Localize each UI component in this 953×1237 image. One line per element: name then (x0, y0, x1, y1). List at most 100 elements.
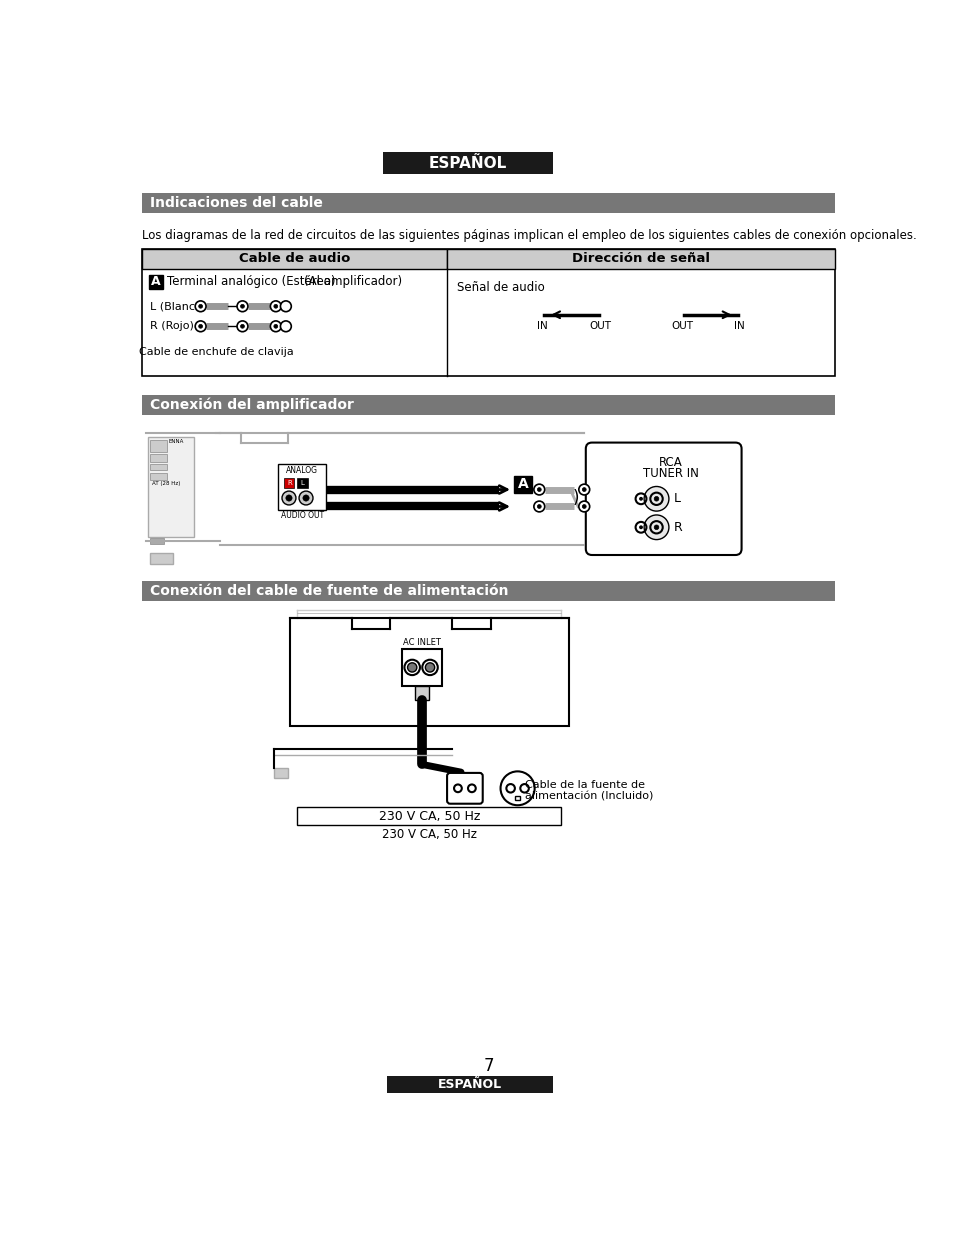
Bar (284, 477, 294, 489)
Text: IN: IN (734, 320, 744, 330)
Circle shape (240, 304, 244, 308)
Circle shape (282, 491, 295, 505)
Circle shape (506, 784, 515, 793)
Circle shape (280, 320, 291, 332)
Text: OUT: OUT (589, 320, 611, 330)
Circle shape (537, 487, 540, 491)
Text: L: L (300, 480, 304, 486)
Bar (142, 249, 447, 268)
Text: AT (28 Hz): AT (28 Hz) (152, 481, 180, 486)
Text: R: R (673, 521, 681, 534)
Bar (297, 477, 307, 489)
Text: IN: IN (537, 320, 548, 330)
Circle shape (407, 663, 416, 672)
Circle shape (654, 496, 659, 501)
Bar (278, 464, 326, 511)
Bar (402, 649, 442, 685)
Bar (150, 553, 173, 564)
Circle shape (537, 505, 540, 508)
Text: TUNER IN: TUNER IN (642, 466, 698, 480)
Text: AUDIO OUT: AUDIO OUT (280, 511, 323, 521)
Bar (274, 768, 288, 778)
Bar (150, 439, 167, 452)
Bar (382, 152, 553, 174)
Bar (142, 249, 835, 376)
Circle shape (195, 301, 206, 312)
Circle shape (639, 497, 642, 501)
Circle shape (274, 304, 277, 308)
Text: (Al amplificador): (Al amplificador) (303, 275, 401, 288)
Text: ANALOG: ANALOG (286, 466, 317, 475)
Text: Cable de audio: Cable de audio (239, 252, 351, 265)
Circle shape (643, 515, 668, 539)
Circle shape (422, 659, 437, 675)
Circle shape (534, 484, 544, 495)
Bar (515, 797, 519, 800)
Circle shape (195, 320, 206, 332)
Text: Cable de enchufe de clavija: Cable de enchufe de clavija (138, 346, 294, 356)
Circle shape (270, 320, 281, 332)
Text: OUT: OUT (671, 320, 693, 330)
Circle shape (198, 324, 202, 328)
Text: L (Blanco): L (Blanco) (150, 302, 206, 312)
Circle shape (639, 526, 642, 529)
Bar (290, 618, 568, 726)
Text: ENNA: ENNA (168, 439, 183, 444)
Circle shape (404, 659, 419, 675)
Circle shape (454, 784, 461, 792)
Bar (150, 473, 167, 480)
Text: AC INLET: AC INLET (403, 638, 440, 647)
Text: Indicaciones del cable: Indicaciones del cable (150, 197, 323, 210)
Text: Señal de audio: Señal de audio (456, 281, 544, 293)
Text: Dirección de señal: Dirección de señal (572, 252, 710, 265)
Bar (150, 538, 164, 544)
Bar (297, 807, 560, 825)
Bar (150, 454, 167, 461)
Circle shape (236, 301, 248, 312)
Text: 230 V CA, 50 Hz: 230 V CA, 50 Hz (381, 828, 476, 841)
Bar (142, 193, 835, 213)
Text: A: A (517, 477, 528, 491)
Text: ): ) (572, 489, 578, 507)
Circle shape (425, 663, 435, 672)
Bar (150, 464, 167, 470)
Bar (447, 249, 835, 268)
Circle shape (303, 495, 309, 501)
Circle shape (643, 486, 668, 511)
Circle shape (270, 301, 281, 312)
Circle shape (236, 320, 248, 332)
Circle shape (500, 772, 534, 805)
Text: R: R (287, 480, 292, 486)
Text: Los diagramas de la red de circuitos de las siguientes páginas implican el emple: Los diagramas de la red de circuitos de … (142, 229, 916, 242)
Circle shape (519, 784, 528, 793)
Text: Conexión del cable de fuente de alimentación: Conexión del cable de fuente de alimenta… (150, 584, 508, 599)
Text: Cable de la fuente de
alimentación (Incluido): Cable de la fuente de alimentación (Incl… (525, 779, 653, 802)
Text: A: A (151, 275, 160, 288)
Bar (415, 685, 429, 700)
Bar (142, 395, 835, 414)
Circle shape (274, 324, 277, 328)
Circle shape (198, 304, 202, 308)
Text: Conexión del amplificador: Conexión del amplificador (150, 397, 354, 412)
Text: R (Rojo): R (Rojo) (150, 322, 193, 332)
Bar (149, 275, 162, 288)
Text: 7: 7 (483, 1058, 494, 1075)
Circle shape (534, 501, 544, 512)
Circle shape (286, 495, 292, 501)
FancyBboxPatch shape (447, 773, 482, 804)
Circle shape (654, 524, 659, 529)
Bar (148, 437, 194, 537)
Circle shape (578, 484, 589, 495)
Text: ESPAÑOL: ESPAÑOL (437, 1079, 502, 1091)
Text: L: L (673, 492, 679, 505)
Text: Terminal analógico (Estéreo): Terminal analógico (Estéreo) (167, 275, 335, 288)
Text: 230 V CA, 50 Hz: 230 V CA, 50 Hz (378, 809, 479, 823)
Circle shape (280, 301, 291, 312)
Circle shape (581, 487, 585, 491)
Bar (387, 1076, 553, 1094)
Circle shape (240, 324, 244, 328)
FancyBboxPatch shape (585, 443, 740, 555)
Bar (142, 581, 835, 601)
Circle shape (468, 784, 476, 792)
Bar (514, 476, 531, 492)
